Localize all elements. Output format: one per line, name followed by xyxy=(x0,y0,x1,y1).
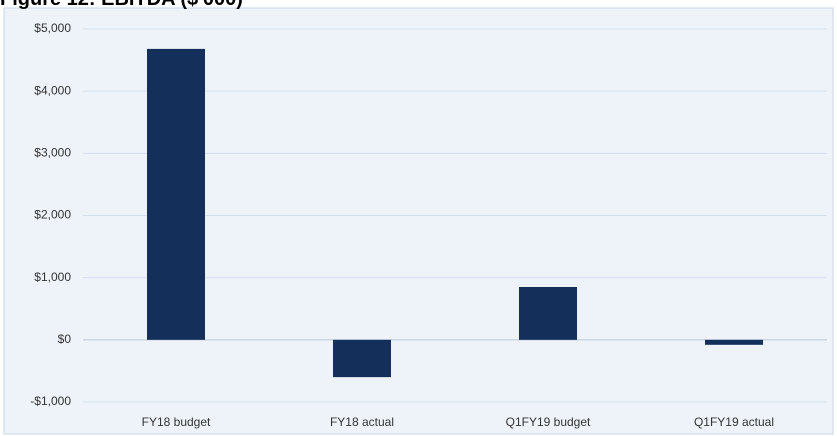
x-tick-label: FY18 actual xyxy=(330,415,394,429)
y-tick-label: $0 xyxy=(58,332,72,346)
chart-background xyxy=(3,7,834,435)
y-tick-label: $4,000 xyxy=(34,83,71,97)
chart-title: Figure 12: EBITDA ($'000) xyxy=(0,0,243,10)
y-tick-label: $2,000 xyxy=(34,208,71,222)
bar xyxy=(519,286,577,340)
x-tick-label: Q1FY19 budget xyxy=(506,415,591,429)
bar xyxy=(705,339,763,345)
bar xyxy=(333,339,391,378)
y-tick-label: $3,000 xyxy=(34,146,71,160)
x-tick-label: FY18 budget xyxy=(142,415,211,429)
x-tick-label: Q1FY19 actual xyxy=(694,415,774,429)
y-tick-label: $5,000 xyxy=(34,21,71,35)
y-tick-label: $1,000 xyxy=(34,270,71,284)
bar xyxy=(147,48,205,340)
y-tick-label: -$1,000 xyxy=(30,394,71,408)
